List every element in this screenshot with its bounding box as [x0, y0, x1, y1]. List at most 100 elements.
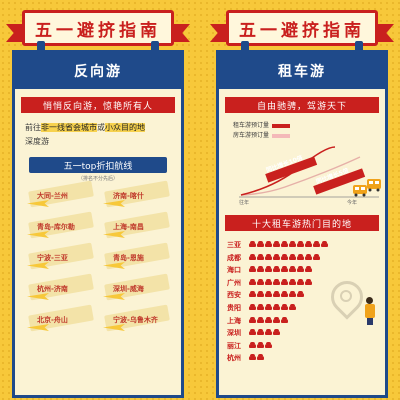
map-pin-center — [340, 290, 352, 302]
ribbon-title: 五一避挤指南 — [22, 10, 174, 46]
destination-row: 海口 — [227, 264, 312, 276]
plane-wing-icon — [27, 293, 49, 300]
destination-row: 贵阳 — [227, 302, 296, 314]
subtitle-bar: 悄悄反向游，惊艳所有人 — [21, 97, 175, 113]
car-icon — [249, 253, 256, 260]
route-item: 青岛-恩施 — [103, 242, 173, 274]
plane-wing-icon — [103, 293, 125, 300]
subtitle-bar: 自由驰骋，驾游天下 — [225, 97, 379, 113]
destination-name: 西安 — [227, 291, 241, 300]
car-icon — [273, 304, 280, 310]
car-icon — [257, 304, 264, 310]
destination-name: 贵阳 — [227, 304, 241, 312]
board-header: 反向游 — [15, 41, 181, 89]
para-suffix: 深度游 — [25, 137, 49, 146]
car-icon — [257, 291, 264, 298]
car-icon — [297, 253, 304, 260]
car-icon — [257, 354, 264, 361]
car-icon — [297, 278, 304, 285]
car-icon — [257, 253, 264, 260]
destination-name: 广州 — [227, 278, 241, 287]
car-icon — [281, 291, 288, 298]
car-icon — [289, 266, 296, 273]
destinations-title: 十大租车游热门目的地 — [225, 215, 379, 231]
car-count-bar — [249, 241, 328, 247]
car-icon — [297, 291, 304, 298]
car-icon — [313, 253, 320, 260]
car-icon — [249, 291, 256, 298]
route-item: 大同-兰州 — [27, 180, 97, 212]
car-icon — [289, 291, 296, 298]
axis-left-label: 往年 — [239, 200, 250, 206]
car-count-bar — [249, 329, 280, 336]
route-label: 北京-舟山 — [37, 316, 68, 324]
panel-reverse-travel: 五一避挤指南 反向游 悄悄反向游，惊艳所有人 前往非一线省会城市或小众目的地 深… — [6, 0, 190, 400]
destination-row: 杭州 — [227, 352, 264, 364]
description-paragraph: 前往非一线省会城市或小众目的地 深度游 — [25, 121, 171, 149]
car-icon — [289, 304, 296, 310]
plane-wing-icon — [103, 231, 125, 238]
destinations-list: 三亚成都海口广州西安贵阳上海深圳丽江杭州 — [219, 239, 385, 369]
destination-name: 三亚 — [227, 241, 241, 249]
car-icon — [273, 278, 280, 285]
car-icon — [273, 266, 280, 273]
legend-car-label: 租车游预订量 — [233, 122, 270, 129]
para-highlight-2: 小众目的地 — [105, 123, 145, 132]
bus-icon — [367, 179, 381, 192]
destination-row: 深圳 — [227, 327, 280, 339]
car-icon — [281, 241, 288, 247]
car-icon — [265, 341, 272, 348]
plane-wing-icon — [27, 200, 49, 207]
car-icon — [257, 316, 264, 323]
growth-car-bg — [265, 156, 318, 183]
car-icon — [321, 241, 328, 247]
destination-row: 上海 — [227, 315, 288, 327]
car-icon — [249, 341, 256, 348]
car-icon — [249, 266, 256, 273]
route-item: 北京-舟山 — [27, 304, 97, 336]
car-icon — [281, 316, 288, 323]
destination-row: 丽江 — [227, 340, 272, 352]
route-label: 上海-南昌 — [113, 223, 144, 231]
destination-name: 丽江 — [227, 341, 241, 350]
car-icon — [265, 278, 272, 285]
route-item: 深圳-威海 — [103, 273, 173, 305]
plane-wing-icon — [27, 324, 49, 331]
destination-name: 深圳 — [227, 329, 241, 338]
route-label: 宁波-乌鲁木齐 — [113, 316, 158, 324]
car-icon — [265, 329, 272, 336]
car-icon — [289, 253, 296, 260]
car-icon — [257, 329, 264, 336]
car-icon — [249, 329, 256, 336]
car-icon — [305, 253, 312, 260]
destination-name: 成都 — [227, 253, 241, 262]
car-icon — [305, 241, 312, 247]
car-icon — [297, 241, 304, 247]
car-icon — [305, 278, 312, 285]
car-icon — [273, 316, 280, 323]
car-count-bar — [249, 266, 312, 273]
title-ribbon: 五一避挤指南 — [6, 10, 190, 46]
legend-room-swatch — [272, 133, 291, 138]
growth-room-bg — [313, 168, 366, 195]
growth-chart-svg — [239, 146, 381, 198]
routes-title: 五一top折扣航线 — [29, 157, 167, 173]
route-label: 杭州-济南 — [37, 285, 68, 293]
route-item: 宁波-乌鲁木齐 — [103, 304, 173, 336]
destination-row: 三亚 — [227, 239, 328, 251]
destination-name: 杭州 — [227, 354, 241, 363]
car-icon — [249, 278, 256, 285]
car-icon — [281, 304, 288, 310]
car-icon — [257, 341, 264, 348]
car-icon — [265, 241, 272, 247]
car-count-bar — [249, 354, 264, 361]
car-icon — [289, 241, 296, 247]
car-icon — [281, 253, 288, 260]
para-mid: 或 — [97, 123, 105, 132]
car-icon — [249, 316, 256, 323]
car-count-bar — [249, 316, 288, 323]
info-board: 租车游 自由驰骋，驾游天下 — [216, 41, 388, 398]
car-icon — [265, 253, 272, 260]
car-icon — [273, 241, 280, 247]
plane-wing-icon — [103, 200, 125, 207]
